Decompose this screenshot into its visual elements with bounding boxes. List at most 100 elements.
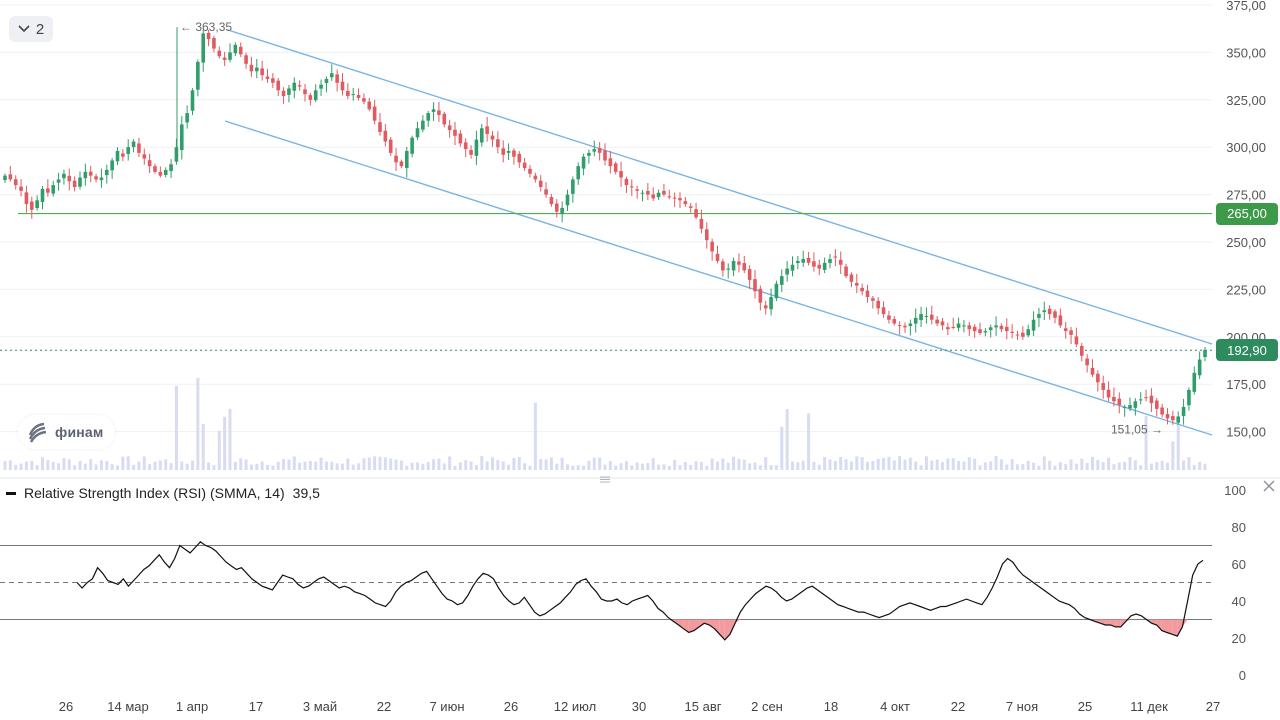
candle-body xyxy=(833,256,838,258)
trend-channel[interactable] xyxy=(224,29,1213,436)
volume-bar xyxy=(785,408,789,470)
low-marker-label: 151,05 → xyxy=(1111,423,1163,437)
candle-body xyxy=(919,314,923,321)
time-axis[interactable]: 26 14 мар 1 апр 17 3 май 22 7 июн 26 12 июл 30 15 … xyxy=(59,699,1220,714)
candle-body xyxy=(356,94,361,98)
volume-bar xyxy=(362,458,366,470)
candle-body xyxy=(1058,315,1063,326)
volume-bar xyxy=(1053,465,1057,470)
volume-bar xyxy=(78,461,82,470)
volume-bar xyxy=(378,456,382,470)
volume-bar xyxy=(1198,461,1202,470)
volume-bar xyxy=(876,458,880,470)
time-tick-label: 11 дек xyxy=(1130,699,1168,714)
volume-bar xyxy=(560,457,564,470)
volume-bar xyxy=(962,461,966,470)
collapse-indicators-button[interactable]: 2 xyxy=(9,16,53,42)
candle-body xyxy=(817,264,822,269)
candle-body xyxy=(35,200,39,209)
volume-bar xyxy=(217,430,221,470)
chevron-down-icon xyxy=(18,25,30,33)
volume-bar xyxy=(410,462,414,470)
candle-body xyxy=(726,268,731,270)
rsi-oversold-fill xyxy=(1105,619,1111,626)
rsi-axis[interactable]: 100 80 60 40 20 0 xyxy=(1224,483,1246,683)
volume-bar xyxy=(667,465,671,470)
rsi-legend: Relative Strength Index (RSI) (SMMA, 14)… xyxy=(6,485,320,501)
candle-body xyxy=(656,192,661,198)
volume-bar xyxy=(919,465,923,470)
candle-body xyxy=(153,166,157,172)
volume-bar xyxy=(426,462,430,470)
candle-body xyxy=(453,129,457,136)
candle-body xyxy=(940,321,945,326)
volume-bar xyxy=(51,461,55,470)
candle-body xyxy=(340,81,345,91)
volume-bar xyxy=(812,461,816,470)
rsi-oversold-fill xyxy=(1115,619,1121,627)
candle-body xyxy=(812,261,816,267)
close-icon[interactable] xyxy=(1259,476,1279,496)
candle-body xyxy=(801,259,806,263)
volume-bar xyxy=(303,461,307,470)
candle-body xyxy=(1042,310,1047,313)
candle-body xyxy=(1176,416,1181,423)
channel-upper-line xyxy=(227,29,1213,345)
candle-body xyxy=(287,88,291,95)
candle-body xyxy=(217,50,222,57)
candle-body xyxy=(774,283,779,299)
volume-bar xyxy=(764,457,768,470)
volume-bar xyxy=(308,461,312,470)
candle-body xyxy=(110,160,114,171)
volume-bar xyxy=(185,463,189,470)
volume-bar xyxy=(517,457,521,470)
candle-body xyxy=(142,154,147,159)
candle-body xyxy=(806,257,811,263)
candle-body xyxy=(104,169,109,176)
candle-body xyxy=(640,192,645,194)
candle-body xyxy=(603,150,607,161)
volume-bar xyxy=(266,465,269,470)
candle-body xyxy=(1171,416,1175,421)
candle-body xyxy=(479,128,484,143)
channel-lower-line xyxy=(224,120,1213,436)
volume-bar xyxy=(951,458,955,470)
volume-bar xyxy=(710,458,714,470)
volume-bar xyxy=(244,459,248,470)
candle-body xyxy=(158,171,163,176)
candle-body xyxy=(8,174,13,180)
high-marker-label: ← 363,35 xyxy=(180,20,232,34)
panel-resize-handle[interactable] xyxy=(598,470,612,483)
candle-body xyxy=(399,161,404,167)
candle-body xyxy=(196,61,200,90)
candle-body xyxy=(822,262,827,270)
candle-body xyxy=(876,300,881,309)
candle-body xyxy=(115,150,120,162)
candle-body xyxy=(592,149,597,152)
candle-body xyxy=(244,55,248,64)
candle-body xyxy=(1112,396,1116,402)
volume-bar xyxy=(142,456,146,470)
volume-bar xyxy=(1085,462,1089,470)
candle-body xyxy=(490,135,495,140)
volume-bar xyxy=(501,461,505,470)
candle-body xyxy=(1053,311,1057,318)
volume-bar xyxy=(24,461,28,470)
candle-body xyxy=(721,261,725,271)
candle-body xyxy=(828,259,832,263)
horizontal-level[interactable] xyxy=(0,212,1212,351)
candle-body xyxy=(1074,336,1079,345)
volume-bar xyxy=(453,465,457,470)
candle-body xyxy=(935,319,939,324)
candle-body xyxy=(672,197,677,199)
rsi-oversold-fill xyxy=(709,619,715,629)
volume-bar xyxy=(1016,464,1019,470)
candle-body xyxy=(67,175,72,182)
volume-bar xyxy=(335,463,339,470)
candle-body xyxy=(956,323,961,328)
volume-bar xyxy=(228,408,232,470)
candle-body xyxy=(346,90,350,97)
candle-body xyxy=(694,209,698,218)
candle-body xyxy=(662,190,666,195)
